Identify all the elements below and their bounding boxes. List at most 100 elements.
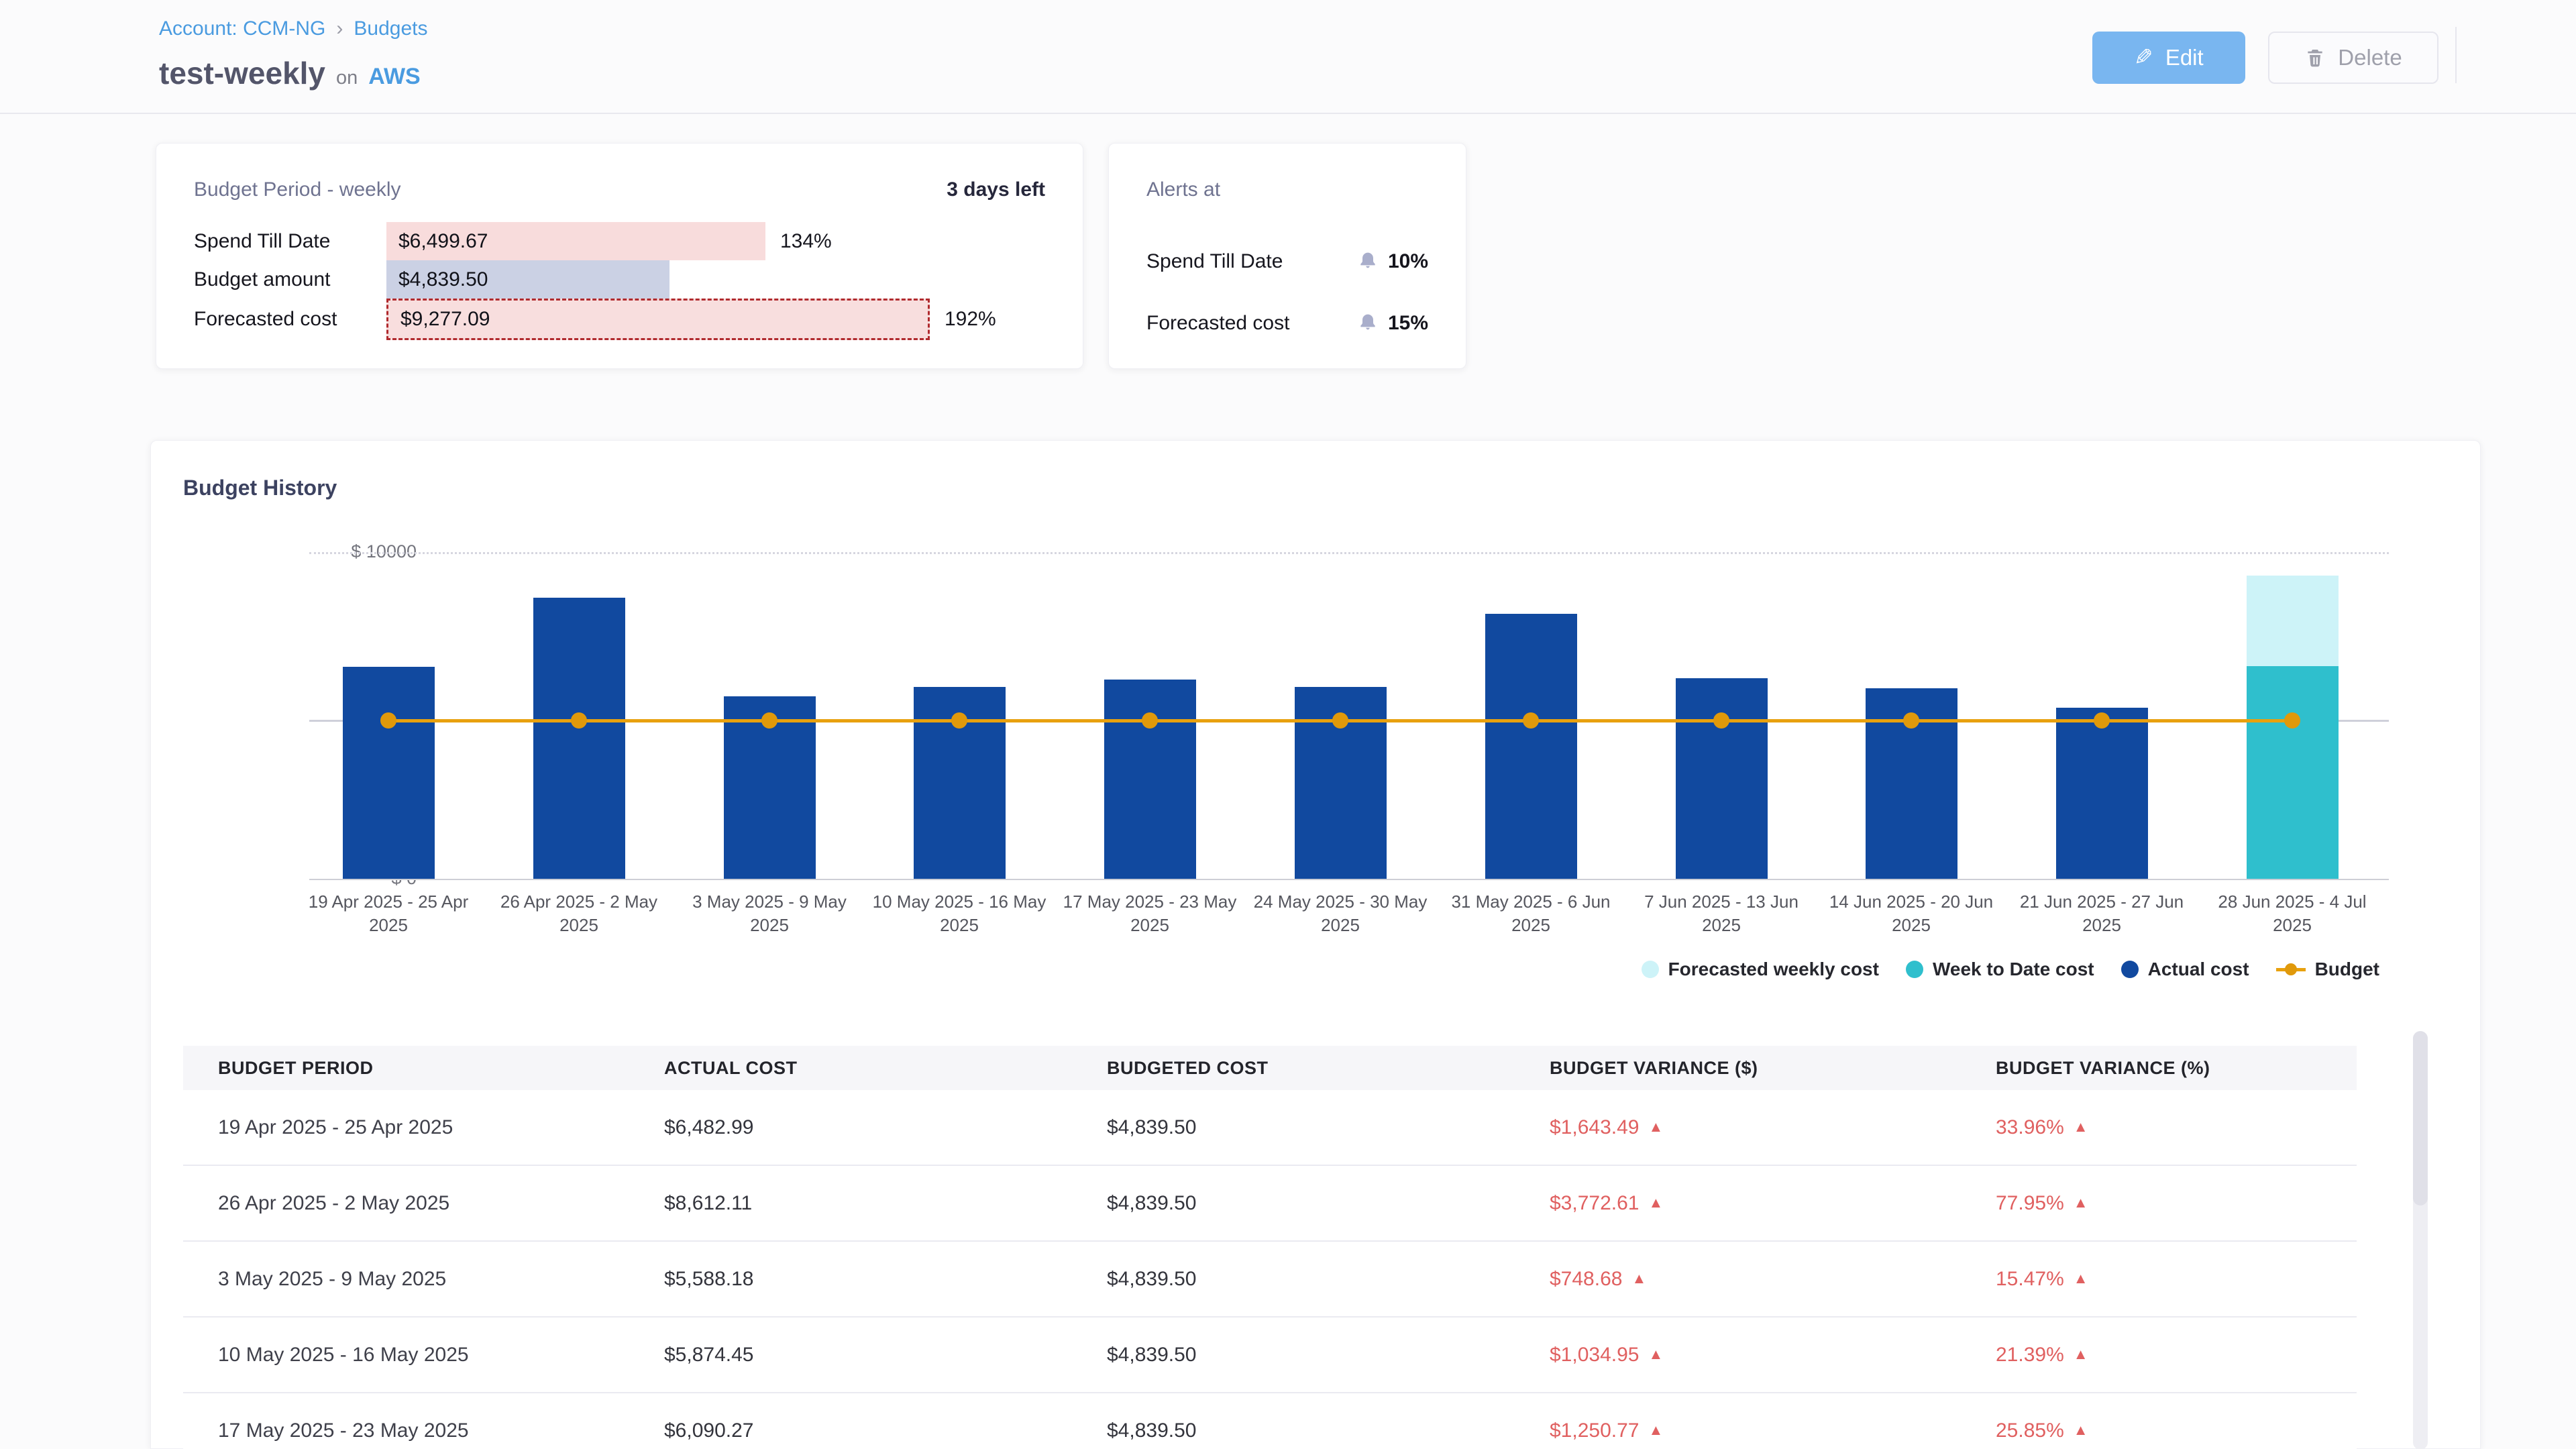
cell-budget-period: 19 Apr 2025 - 25 Apr 2025	[218, 1116, 453, 1138]
budget-line-marker	[1713, 712, 1729, 729]
bell-icon	[1360, 252, 1375, 268]
budget-line-marker	[2094, 712, 2110, 729]
cell-budget-period: 17 May 2025 - 23 May 2025	[218, 1419, 469, 1442]
legend-label: Budget	[2314, 959, 2379, 979]
x-axis-category-label: 14 Jun 2025 - 20 Jun 2025	[1829, 892, 1994, 935]
budget-period-row: Forecasted cost $9,277.09 192%	[194, 299, 1059, 340]
budget-period-rows: Spend Till Date $6,499.67 134% Budget amoun…	[194, 222, 1059, 340]
cell-budget-variance-usd: $1,034.95 ▲	[1550, 1343, 1664, 1366]
x-axis-line	[309, 879, 2389, 880]
legend-item[interactable]: Week to Date cost	[1905, 959, 2094, 980]
cell-budget-variance-pct: 77.95% ▲	[1996, 1191, 2088, 1214]
budget-line-marker	[2284, 712, 2300, 729]
variance-up-icon: ▲	[2073, 1269, 2088, 1287]
x-axis-category-label: 10 May 2025 - 16 May 2025	[872, 892, 1046, 935]
x-axis-category-label: 17 May 2025 - 23 May 2025	[1063, 892, 1237, 935]
cell-budgeted-cost: $4,839.50	[1107, 1116, 1197, 1138]
actual-cost-bar	[1485, 614, 1577, 879]
legend-label: Actual cost	[2147, 959, 2249, 979]
cell-budget-period: 26 Apr 2025 - 2 May 2025	[218, 1191, 450, 1214]
variance-up-icon: ▲	[2073, 1118, 2088, 1135]
variance-up-icon: ▲	[2073, 1193, 2088, 1211]
actual-cost-bar	[2055, 708, 2148, 879]
budget-history-table: BUDGET PERIOD ACTUAL COST BUDGETED COST BUD…	[183, 1046, 2357, 1449]
legend-label: Week to Date cost	[1932, 959, 2094, 979]
table-header-cell: BUDGET VARIANCE (%)	[1996, 1057, 2210, 1078]
breadcrumb-budgets-link[interactable]: Budgets	[354, 17, 428, 40]
cell-actual-cost: $5,874.45	[664, 1343, 754, 1366]
table-scrollbar[interactable]	[2413, 1031, 2428, 1449]
budget-history-chart	[309, 552, 2389, 880]
table-header-cell: BUDGET VARIANCE ($)	[1550, 1057, 1758, 1078]
gridline-10000	[309, 552, 2389, 554]
breadcrumb-account-link[interactable]: Account: CCM-NG	[159, 17, 326, 40]
cell-budget-variance-usd: $1,643.49 ▲	[1550, 1116, 1664, 1138]
budget-line-marker	[951, 712, 967, 729]
trash-icon	[2308, 50, 2322, 67]
legend-item[interactable]: Forecasted weekly cost	[1641, 959, 1879, 980]
budget-period-row-label: Forecasted cost	[194, 308, 337, 330]
budget-period-row-label: Budget amount	[194, 268, 331, 290]
table-header-cell: ACTUAL COST	[664, 1057, 798, 1078]
edit-button[interactable]: ✎ Edit	[2092, 32, 2245, 84]
scrollbar-thumb[interactable]	[2413, 1031, 2428, 1205]
budget-period-card-title: Budget Period - weekly	[194, 178, 401, 201]
table-row: 19 Apr 2025 - 25 Apr 2025 $6,482.99 $4,839…	[183, 1090, 2357, 1166]
cell-actual-cost: $6,482.99	[664, 1116, 754, 1138]
cloud-provider-label: AWS	[368, 64, 421, 89]
alerts-card-title: Alerts at	[1146, 178, 1221, 201]
variance-up-icon: ▲	[1648, 1193, 1664, 1211]
y-axis-label-top: $ 10000	[351, 541, 417, 561]
cell-budget-variance-pct: 21.39% ▲	[1996, 1343, 2088, 1366]
legend-item[interactable]: Actual cost	[2121, 959, 2249, 980]
budget-period-row-label: Spend Till Date	[194, 229, 331, 252]
budget-line-marker	[761, 712, 777, 729]
cell-budget-variance-usd: $748.68 ▲	[1550, 1267, 1647, 1290]
variance-up-icon: ▲	[1648, 1421, 1664, 1438]
budget-period-row-percent: 134%	[780, 229, 832, 252]
cell-actual-cost: $8,612.11	[664, 1191, 753, 1214]
budget-line-marker	[380, 712, 396, 729]
alert-row-value: 15%	[1357, 312, 1428, 335]
actual-cost-bar	[342, 667, 435, 879]
page-title: test-weekly	[159, 56, 326, 91]
budget-line-marker	[1142, 712, 1158, 729]
cell-budget-variance-usd: $1,250.77 ▲	[1550, 1419, 1664, 1442]
legend-dot	[1905, 961, 1923, 978]
header-divider	[0, 113, 2576, 114]
budget-period-row: Budget amount $4,839.50	[194, 260, 1059, 299]
cell-budget-variance-pct: 33.96% ▲	[1996, 1116, 2088, 1138]
variance-up-icon: ▲	[2073, 1345, 2088, 1362]
cell-actual-cost: $6,090.27	[664, 1419, 754, 1442]
alert-threshold-percent: 10%	[1387, 250, 1428, 272]
actual-cost-bar	[533, 598, 625, 879]
budget-line-marker	[571, 712, 587, 729]
legend-dot	[1641, 961, 1659, 978]
cell-budget-variance-pct: 25.85% ▲	[1996, 1419, 2088, 1442]
pencil-icon: ✎	[2134, 45, 2153, 70]
spend-bar: $6,499.67	[386, 222, 765, 260]
actual-cost-bar	[1104, 680, 1196, 879]
legend-item[interactable]: Budget	[2275, 959, 2379, 980]
table-header-cell: BUDGET PERIOD	[218, 1057, 374, 1078]
budget-line-marker	[1523, 712, 1539, 729]
budget-bar: $4,839.50	[386, 260, 669, 299]
cell-actual-cost: $5,588.18	[664, 1267, 754, 1290]
cell-budget-period: 3 May 2025 - 9 May 2025	[218, 1267, 447, 1290]
x-axis-category-label: 3 May 2025 - 9 May 2025	[692, 892, 847, 935]
forecast-bar: $9,277.09	[386, 299, 930, 340]
variance-up-icon: ▲	[1631, 1269, 1647, 1287]
variance-up-icon: ▲	[1648, 1118, 1664, 1135]
x-axis-category-label: 26 Apr 2025 - 2 May 2025	[500, 892, 658, 935]
delete-button[interactable]: Delete	[2268, 32, 2438, 84]
x-axis-category-label: 21 Jun 2025 - 27 Jun 2025	[2019, 892, 2184, 935]
table-row: 26 Apr 2025 - 2 May 2025 $8,612.11 $4,839.…	[183, 1166, 2357, 1242]
edit-button-label: Edit	[2165, 45, 2204, 70]
x-axis-category-label: 31 May 2025 - 6 Jun 2025	[1451, 892, 1611, 935]
x-axis-category-label: 24 May 2025 - 30 May 2025	[1253, 892, 1428, 935]
bell-icon	[1360, 314, 1375, 330]
cell-budgeted-cost: $4,839.50	[1107, 1343, 1197, 1366]
x-axis-category-label: 19 Apr 2025 - 25 Apr 2025	[308, 892, 469, 935]
breadcrumb: Account: CCM-NG › Budgets	[159, 17, 427, 40]
